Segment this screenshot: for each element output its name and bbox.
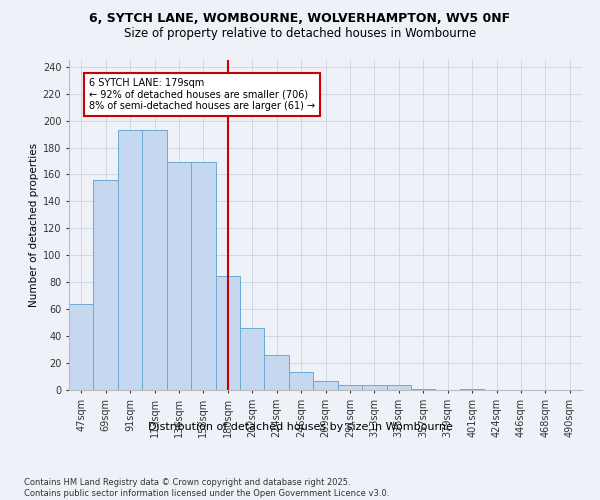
Bar bbox=[265, 355, 289, 390]
Bar bbox=[289, 372, 313, 390]
Text: Distribution of detached houses by size in Wombourne: Distribution of detached houses by size … bbox=[148, 422, 452, 432]
Bar bbox=[362, 384, 386, 390]
Bar bbox=[167, 162, 191, 390]
Text: Contains HM Land Registry data © Crown copyright and database right 2025.
Contai: Contains HM Land Registry data © Crown c… bbox=[24, 478, 389, 498]
Bar bbox=[460, 388, 484, 390]
Bar bbox=[338, 384, 362, 390]
Bar bbox=[191, 162, 215, 390]
Bar bbox=[118, 130, 142, 390]
Bar bbox=[240, 328, 265, 390]
Y-axis label: Number of detached properties: Number of detached properties bbox=[29, 143, 38, 307]
Bar bbox=[313, 380, 338, 390]
Text: Size of property relative to detached houses in Wombourne: Size of property relative to detached ho… bbox=[124, 28, 476, 40]
Bar bbox=[69, 304, 94, 390]
Text: 6 SYTCH LANE: 179sqm
← 92% of detached houses are smaller (706)
8% of semi-detac: 6 SYTCH LANE: 179sqm ← 92% of detached h… bbox=[89, 78, 314, 110]
Bar bbox=[411, 388, 436, 390]
Bar bbox=[142, 130, 167, 390]
Bar bbox=[94, 180, 118, 390]
Text: 6, SYTCH LANE, WOMBOURNE, WOLVERHAMPTON, WV5 0NF: 6, SYTCH LANE, WOMBOURNE, WOLVERHAMPTON,… bbox=[89, 12, 511, 26]
Bar bbox=[386, 384, 411, 390]
Bar bbox=[215, 276, 240, 390]
